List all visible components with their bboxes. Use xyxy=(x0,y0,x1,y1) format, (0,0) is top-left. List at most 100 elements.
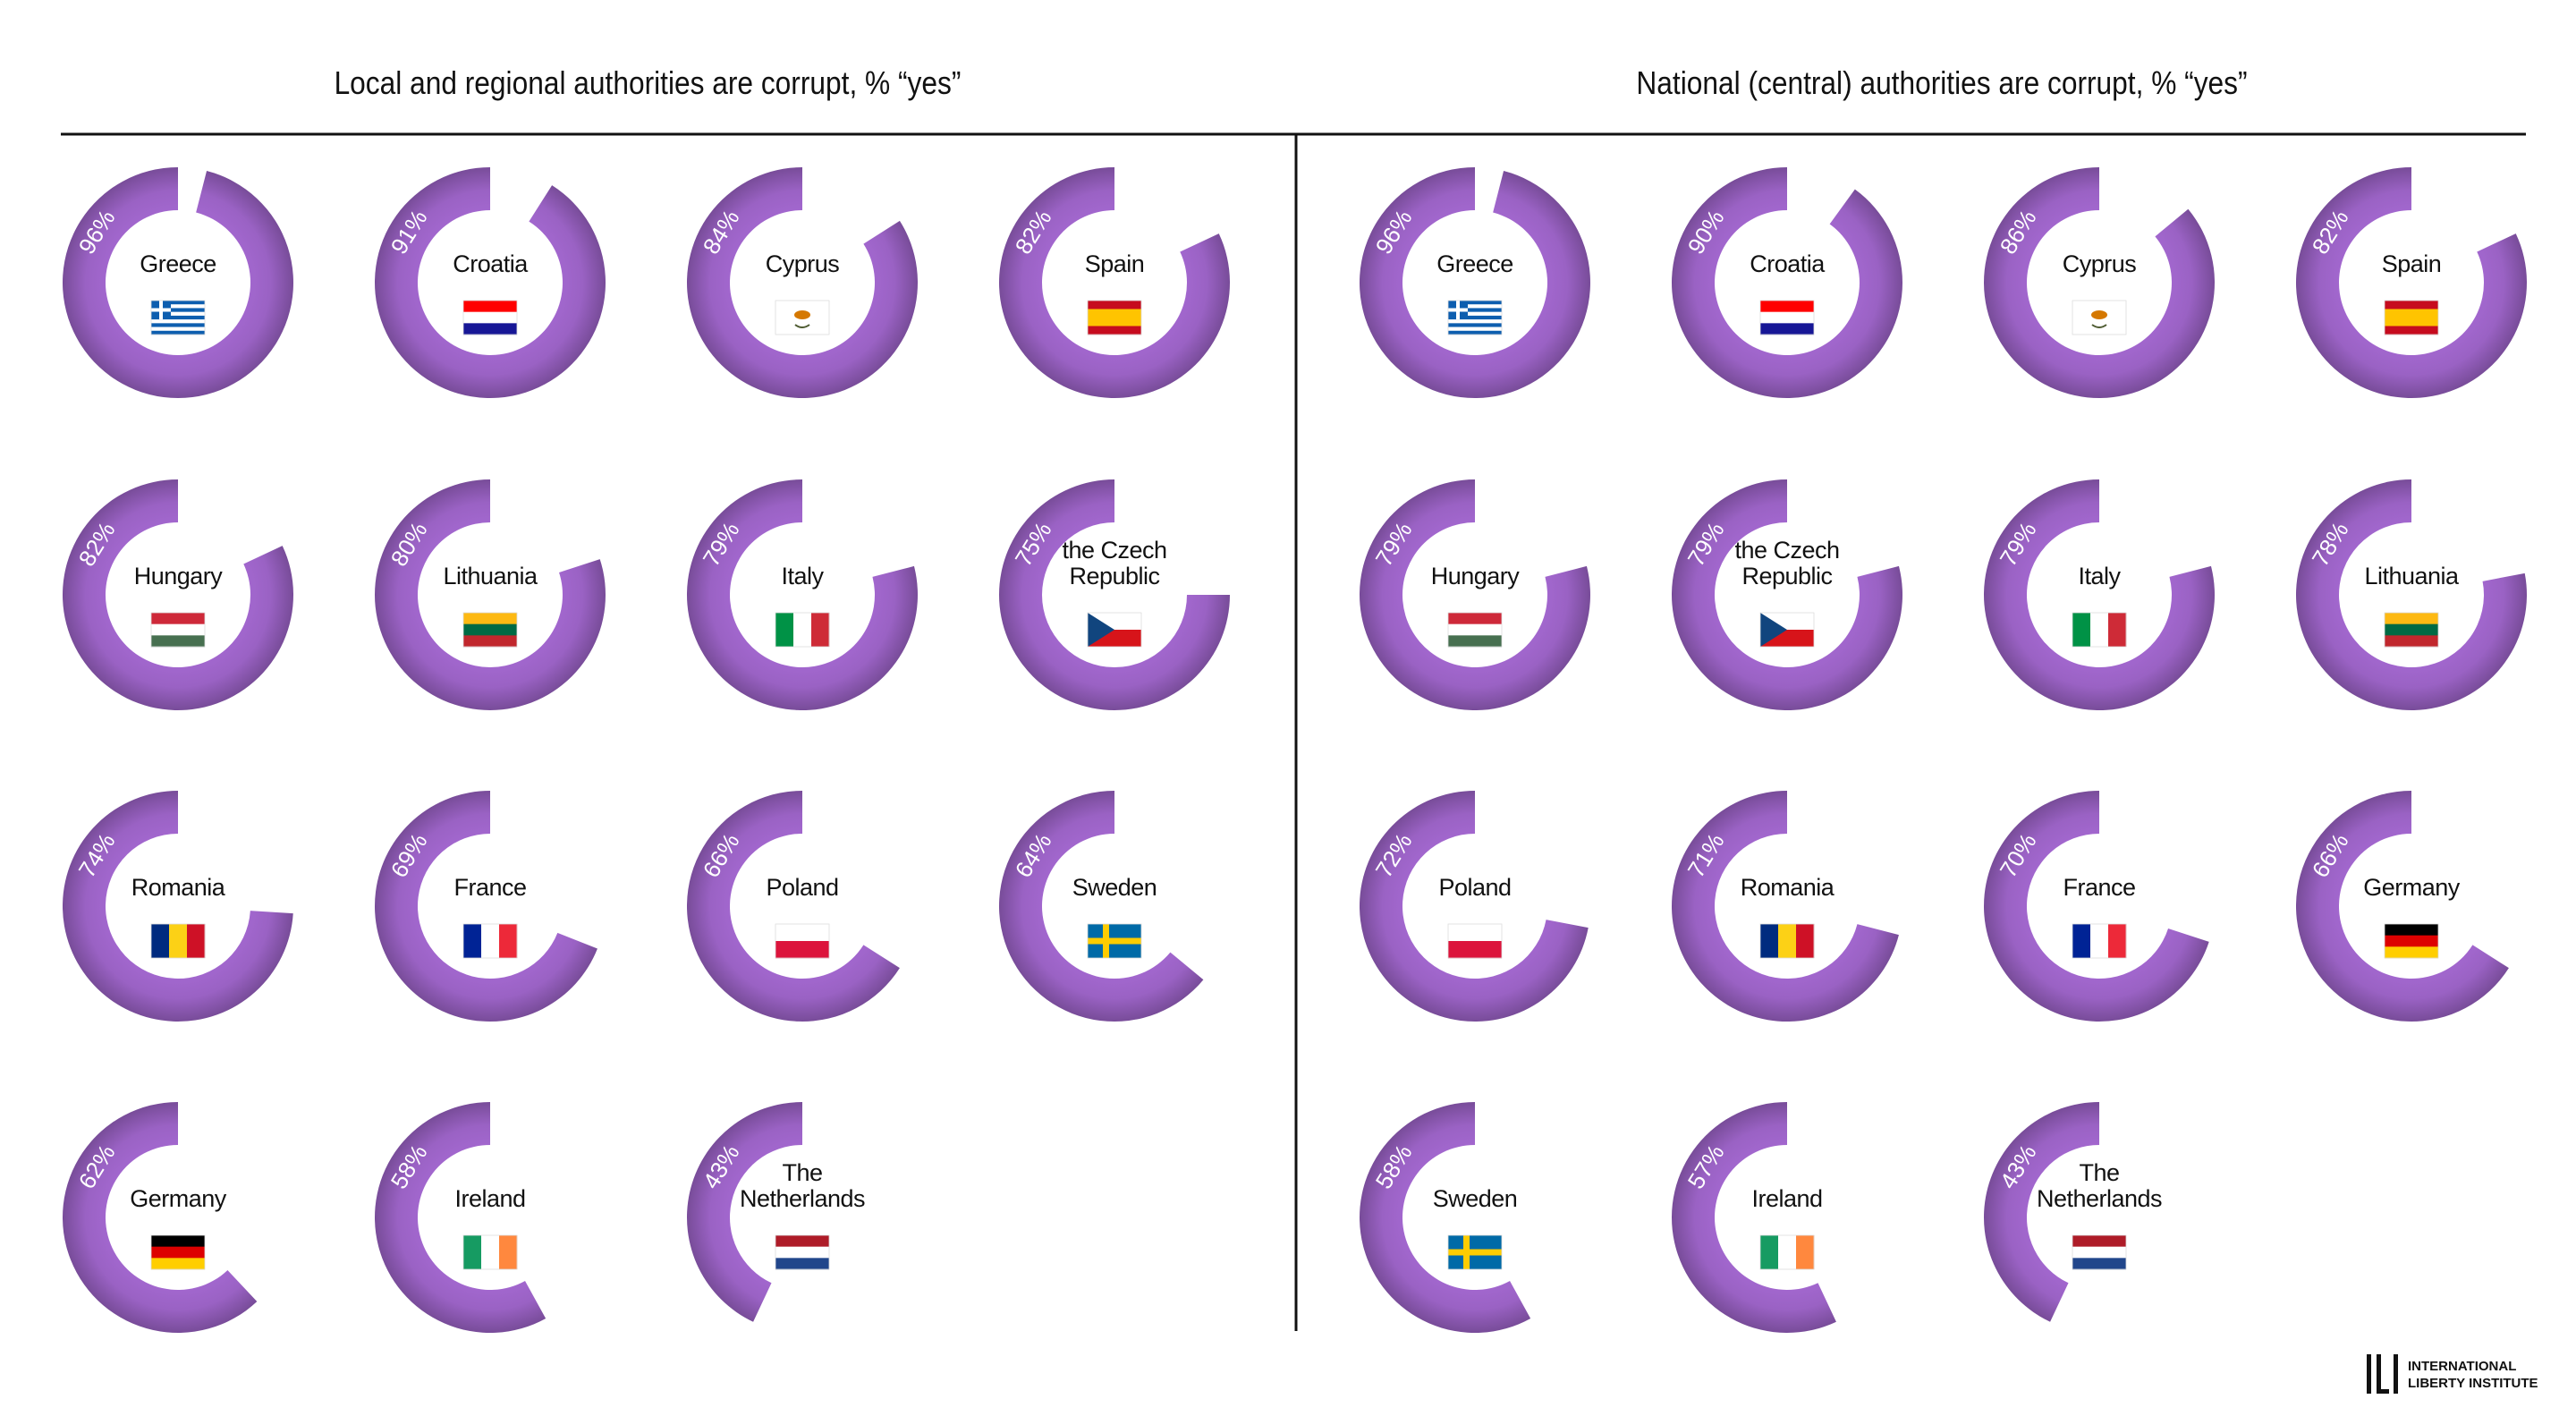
flag-part xyxy=(151,613,205,625)
donut-cell: 72% Poland xyxy=(1350,781,1600,1031)
flag-border xyxy=(1447,612,1503,648)
flag-part xyxy=(1448,301,1502,305)
flag-part xyxy=(1088,309,1141,318)
flag-border xyxy=(1087,612,1142,648)
flag-part xyxy=(2385,935,2438,947)
flag xyxy=(1087,300,1142,335)
donut: 80% xyxy=(374,479,606,710)
flag-part xyxy=(1448,311,1502,317)
donut: 71% xyxy=(1672,791,1899,1022)
flag-border xyxy=(2072,923,2127,959)
donut-cell: 96% Greece xyxy=(53,157,303,408)
donut-arc xyxy=(1984,1102,2099,1322)
flag xyxy=(775,612,830,648)
country-name: Hungary xyxy=(133,563,223,589)
flag-part xyxy=(1448,319,1502,324)
donut: 79% xyxy=(1360,479,1590,710)
flag-part xyxy=(2385,924,2438,937)
donut-cell: 66% Poland xyxy=(677,781,928,1031)
flag-part xyxy=(151,1258,205,1270)
flag-part xyxy=(463,613,517,625)
donut: 66% xyxy=(687,791,900,1022)
flag xyxy=(1759,612,1815,648)
donut-arc xyxy=(2296,479,2527,710)
flag xyxy=(2384,300,2439,335)
donut: 62% xyxy=(62,1102,258,1333)
flag xyxy=(775,923,830,959)
flag-part xyxy=(463,635,517,648)
donut-arc xyxy=(1672,791,1899,1022)
flag xyxy=(462,300,518,335)
donut-cell: 64% Sweden xyxy=(989,781,1240,1031)
flag xyxy=(2072,1234,2127,1270)
donut-arc xyxy=(1984,479,2215,710)
flag-part xyxy=(1448,635,1502,648)
donut-arc xyxy=(375,791,597,1022)
flag-part xyxy=(151,1235,205,1248)
flag-part xyxy=(1778,1235,1797,1269)
donut-arc xyxy=(375,167,606,398)
flag xyxy=(775,300,830,335)
flag-part xyxy=(1448,308,1502,312)
donut-cell: 79% Italy xyxy=(1974,470,2224,720)
flag-part xyxy=(2072,613,2091,647)
flag-part xyxy=(1448,924,1502,942)
donut: 57% xyxy=(1672,1102,1836,1333)
flag-part xyxy=(1448,613,1502,625)
flag-part xyxy=(151,311,205,317)
flag xyxy=(2384,612,2439,648)
donut-cell: 43% The Netherlands xyxy=(1974,1092,2224,1343)
donut-arc xyxy=(63,479,294,710)
flag-part xyxy=(151,326,205,332)
flag-part xyxy=(1760,613,1787,647)
flag-part xyxy=(1088,613,1114,647)
donut: 82% xyxy=(63,479,294,710)
flag xyxy=(1759,1234,1815,1270)
flag-part xyxy=(187,924,206,958)
flag-part xyxy=(2385,301,2438,309)
flag xyxy=(150,612,206,648)
flag-part xyxy=(151,315,205,320)
flag-part xyxy=(1448,323,1502,327)
flag-part xyxy=(775,1235,829,1248)
flag-border xyxy=(2072,612,2127,648)
flag-part xyxy=(811,613,830,647)
flag-part xyxy=(1796,924,1815,958)
flag-border xyxy=(1447,923,1503,959)
flag-part xyxy=(2385,318,2438,326)
flag-part xyxy=(1088,318,1141,326)
donut-arc xyxy=(1984,791,2209,1022)
flag-border xyxy=(775,612,830,648)
donut: 96% xyxy=(1360,167,1590,398)
donut-cell: 62% Germany xyxy=(53,1092,303,1343)
flag xyxy=(1087,923,1142,959)
flag-border xyxy=(1759,1234,1815,1270)
flag-part xyxy=(794,310,810,319)
flag-part xyxy=(1448,315,1502,320)
donut-cell: 96% Greece xyxy=(1350,157,1600,408)
donut: 74% xyxy=(62,791,293,1022)
flag-part xyxy=(151,1246,205,1259)
flag-part xyxy=(151,304,205,309)
flag-part xyxy=(1760,323,1814,335)
donut: 91% xyxy=(375,167,606,398)
logo-line: INTERNATIONAL xyxy=(2408,1359,2517,1374)
country-name: Croatia xyxy=(453,250,528,277)
flag xyxy=(1087,612,1142,648)
flag-part xyxy=(481,1235,500,1269)
country-name: The Netherlands xyxy=(739,1159,866,1212)
flag-part xyxy=(775,613,794,647)
donut: 70% xyxy=(1984,791,2209,1022)
flag-part xyxy=(151,319,205,324)
donut: 43% xyxy=(1984,1102,2127,1322)
flag-border xyxy=(1759,923,1815,959)
donut-cell: 69% France xyxy=(365,781,615,1031)
flag-part xyxy=(151,323,205,327)
logo-line: LIBERTY INSTITUTE xyxy=(2408,1376,2538,1391)
donut-cell: 78% Lithuania xyxy=(2286,470,2537,720)
flag-part xyxy=(1760,311,1814,324)
donut-cell: 57% Ireland xyxy=(1662,1092,1912,1343)
country-name: Lithuania xyxy=(443,563,538,589)
country-name: The Netherlands xyxy=(2036,1159,2163,1212)
donut-cell: 43% The Netherlands xyxy=(677,1092,928,1343)
